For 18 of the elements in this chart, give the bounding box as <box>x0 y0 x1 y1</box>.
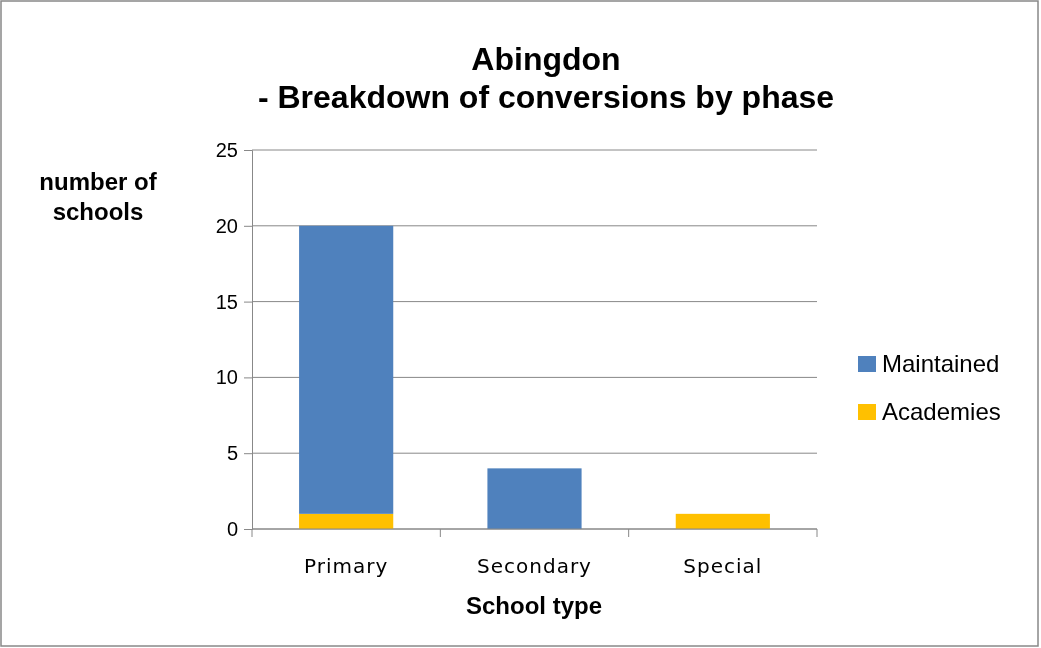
y-tick-label: 0 <box>226 517 238 540</box>
x-axis-title: School type <box>465 592 603 619</box>
y-tick-label: 15 <box>215 290 238 313</box>
bar <box>487 468 582 529</box>
chart-title: Abingdon - Breakdown of conversions by phase <box>257 41 835 115</box>
bar <box>299 513 394 529</box>
y-tick-label: 5 <box>226 442 238 465</box>
legend-label: Academies <box>882 398 1001 425</box>
y-tick-label: 20 <box>215 214 238 237</box>
bar <box>675 513 770 529</box>
x-tick-label: Special <box>683 554 763 578</box>
y-tick-label: 25 <box>215 138 238 161</box>
x-tick-label: Primary <box>304 554 389 578</box>
x-tick-label: Secondary <box>477 554 592 578</box>
y-tick-label: 10 <box>215 366 238 389</box>
bar <box>299 225 394 514</box>
y-axis-title: number of schools <box>39 168 158 225</box>
legend-label: Maintained <box>882 350 1000 377</box>
